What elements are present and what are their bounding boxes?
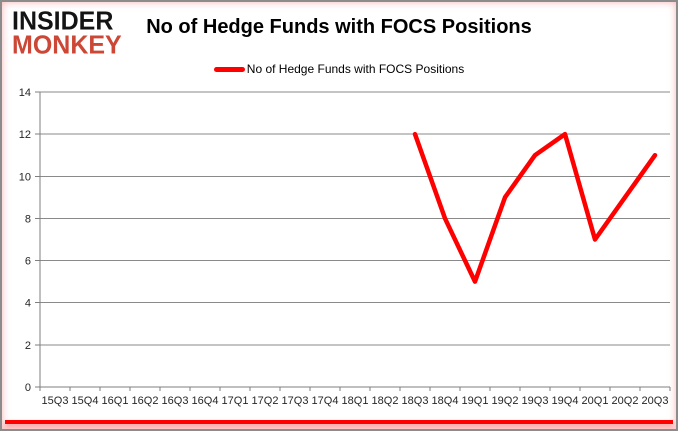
legend-label: No of Hedge Funds with FOCS Positions	[246, 62, 465, 76]
insider-monkey-logo: INSIDER MONKEY	[12, 6, 122, 60]
logo-line-monkey: MONKEY	[12, 30, 122, 60]
y-tick-label: 10	[19, 171, 31, 183]
x-tick-label: 18Q3	[402, 395, 429, 407]
x-tick-label: 18Q4	[432, 395, 459, 407]
x-tick-label: 19Q3	[522, 395, 549, 407]
legend-line-swatch	[213, 66, 245, 72]
y-tick-label: 14	[19, 87, 31, 99]
data-line-series	[412, 131, 658, 284]
x-tick-label: 19Q2	[492, 395, 519, 407]
y-tick-label: 12	[19, 129, 31, 141]
x-tick-label: 16Q4	[192, 395, 219, 407]
x-tick-label: 15Q4	[72, 395, 99, 407]
x-tick-label: 17Q4	[312, 395, 339, 407]
bottom-red-band	[5, 420, 673, 424]
x-tick-label: 16Q1	[102, 395, 129, 407]
x-tick-label: 17Q1	[222, 395, 249, 407]
x-tick-label: 18Q1	[342, 395, 369, 407]
x-tick-label: 19Q1	[462, 395, 489, 407]
x-tick-label: 20Q3	[642, 395, 669, 407]
x-tick-label: 16Q3	[162, 395, 189, 407]
x-tick-label: 20Q1	[582, 395, 609, 407]
y-tick-label: 8	[25, 213, 31, 225]
y-tick-label: 2	[25, 340, 31, 352]
x-tick-label: 17Q2	[252, 395, 279, 407]
x-tick-label: 20Q2	[612, 395, 639, 407]
y-tick-label: 4	[25, 298, 31, 310]
legend: No of Hedge Funds with FOCS Positions	[2, 62, 676, 76]
x-tick-label: 17Q3	[282, 395, 309, 407]
chart-title: No of Hedge Funds with FOCS Positions	[146, 16, 532, 38]
x-tick-label: 15Q3	[42, 395, 69, 407]
x-tick-label: 19Q4	[552, 395, 579, 407]
y-tick-label: 0	[25, 382, 31, 394]
x-tick-label: 18Q2	[372, 395, 399, 407]
logo-line-insider: INSIDER	[12, 6, 114, 36]
x-tick-label: 16Q2	[132, 395, 159, 407]
y-tick-label: 6	[25, 256, 31, 268]
